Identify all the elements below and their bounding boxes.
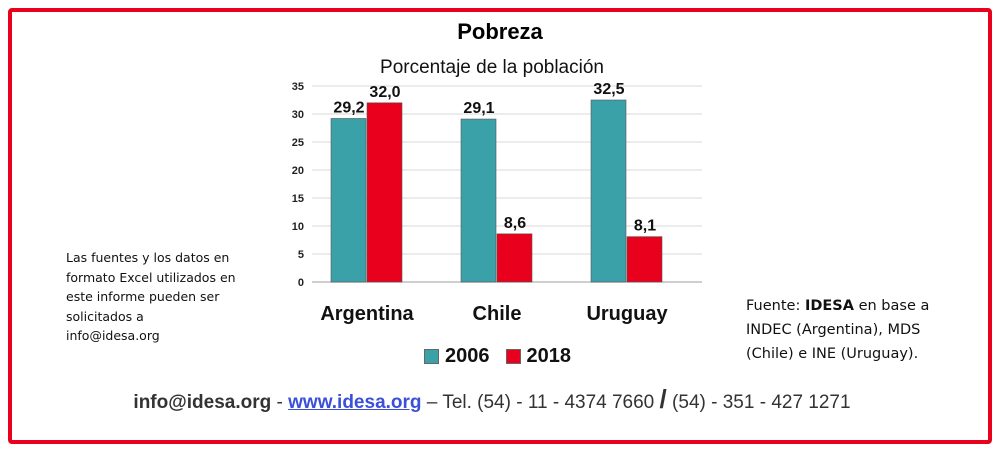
x-tick-label: Chile <box>473 303 522 325</box>
y-tick-label: 25 <box>292 137 304 149</box>
bar-2018-chile <box>496 233 533 283</box>
source-prefix: Fuente: <box>746 298 805 314</box>
footer-tel: – Tel. (54) - 11 - 4374 7660 <box>421 392 660 413</box>
y-tick-label: 0 <box>298 277 304 289</box>
y-tick-label: 15 <box>292 193 304 205</box>
bar-chart: 0 5 10 15 20 25 30 35 29,2 32,0 Argentina 29,1 8,6 Ch… <box>292 81 702 325</box>
data-label: 29,1 <box>463 100 494 117</box>
y-tick-label: 20 <box>292 165 304 177</box>
chart-subtitle: Porcentaje de la población <box>380 57 604 78</box>
y-tick-label: 5 <box>298 249 304 261</box>
footer-slash: / <box>659 384 667 414</box>
bar-2006-chile <box>460 118 497 283</box>
legend-item-2006: 2006 <box>424 345 490 368</box>
bar-2006-uruguay <box>590 99 627 283</box>
footer-web-link[interactable]: www.idesa.org <box>288 392 422 413</box>
y-tick-label: 35 <box>292 81 304 93</box>
legend-item-2018: 2018 <box>505 344 572 368</box>
y-tick-label: 30 <box>292 109 304 121</box>
footer-email-link[interactable]: info@idesa.org <box>133 392 272 413</box>
side-note: Las fuentes y los datos en formato Excel… <box>66 250 236 343</box>
data-label: 8,6 <box>504 215 526 232</box>
bar-2018-argentina <box>366 102 403 283</box>
data-label: 29,2 <box>333 99 364 116</box>
x-tick-label: Uruguay <box>586 303 668 325</box>
footer-contact: info@idesa.org - www.idesa.org – Tel. (5… <box>0 384 984 415</box>
footer-tel2: (54) - 351 - 427 1271 <box>666 392 851 413</box>
y-tick-label: 10 <box>292 221 304 233</box>
source-brand: IDESA <box>804 298 854 314</box>
bar-2006-argentina <box>330 118 367 283</box>
chart-title: Pobreza <box>457 19 543 44</box>
source-note: Fuente: IDESA en base a INDEC (Argentina… <box>746 294 966 366</box>
legend-swatch-2006 <box>424 348 439 364</box>
legend: 2006 2018 <box>424 344 571 368</box>
data-label: 32,5 <box>593 81 624 98</box>
footer-sep: - <box>271 392 289 413</box>
source-rest: en base a INDEC (Argentina), MDS (Chile)… <box>746 298 930 362</box>
bar-2018-uruguay <box>626 236 663 283</box>
legend-swatch-2018 <box>505 348 521 364</box>
legend-label-2018: 2018 <box>526 344 572 367</box>
data-label: 8,1 <box>634 218 656 235</box>
data-label: 32,0 <box>369 84 400 101</box>
x-tick-label: Argentina <box>320 303 414 325</box>
legend-label-2006: 2006 <box>445 344 490 367</box>
